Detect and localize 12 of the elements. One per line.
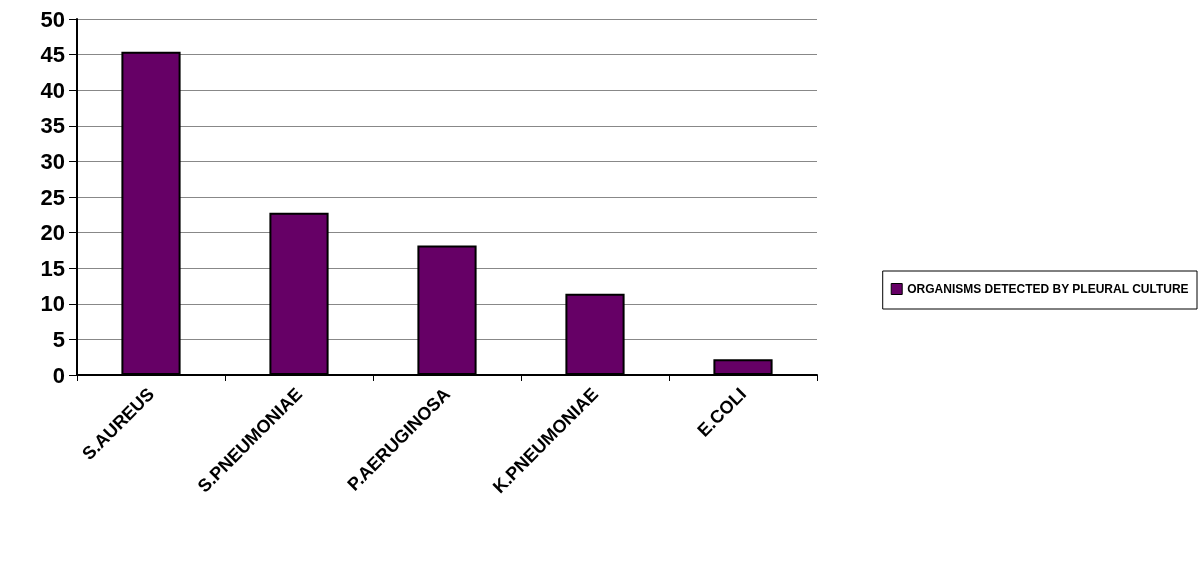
- y-tick-label: 15: [40, 255, 65, 281]
- y-tick-label: 50: [40, 6, 65, 32]
- y-tick-label: 40: [40, 77, 65, 103]
- y-tick-label: 5: [52, 326, 65, 352]
- y-tick-label: 45: [40, 42, 65, 68]
- legend-label: ORGANISMS DETECTED BY PLEURAL CULTURE: [907, 282, 1189, 296]
- y-tick-label: 0: [52, 362, 65, 388]
- y-tick-label: 10: [40, 291, 65, 317]
- y-tick-label: 35: [40, 113, 65, 139]
- y-tick-label: 25: [40, 184, 65, 210]
- y-tick-label: 20: [40, 220, 65, 246]
- y-tick-label: 30: [40, 148, 65, 174]
